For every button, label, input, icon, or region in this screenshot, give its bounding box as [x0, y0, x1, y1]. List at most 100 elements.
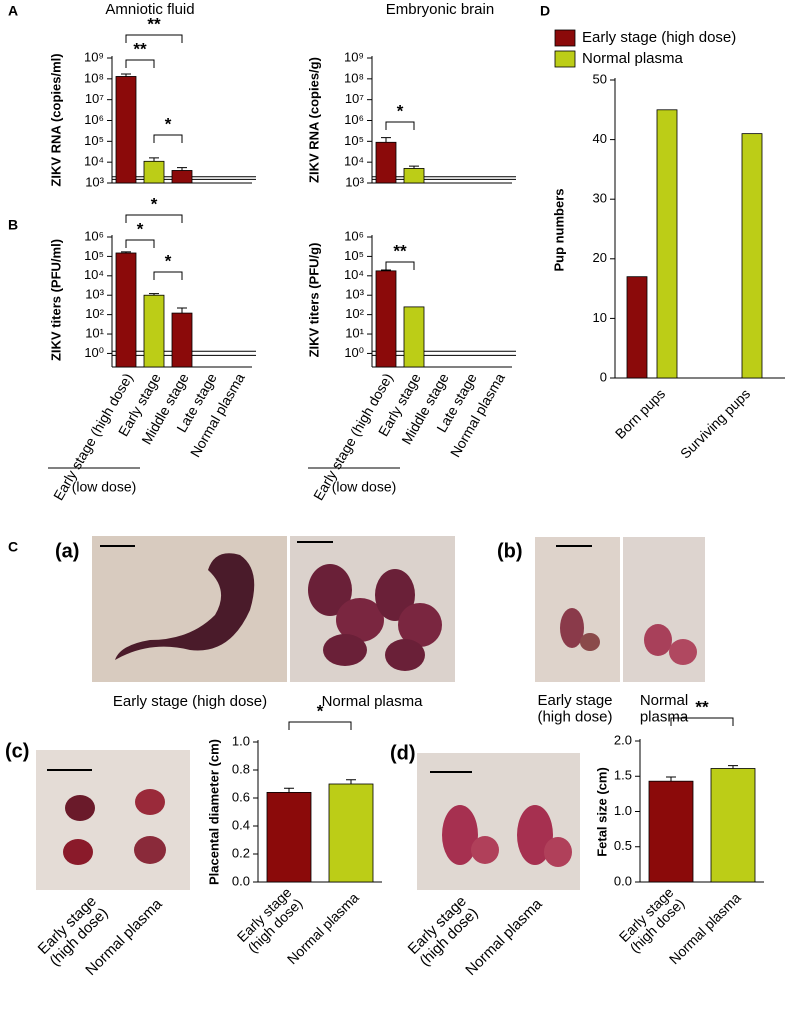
text-line: (high dose) — [537, 708, 612, 725]
x-tick-label: Surviving pups — [677, 385, 753, 461]
bar — [710, 768, 756, 883]
group-label: (low dose) — [332, 479, 397, 495]
y-tick-label: 10² — [85, 306, 104, 321]
photo-caption: Early stage (high dose) — [113, 693, 267, 710]
significance-label: * — [165, 114, 172, 133]
y-tick-label: 0.0 — [232, 873, 250, 888]
y-axis-label: Pup numbers — [551, 188, 566, 271]
error-bar — [149, 293, 159, 296]
significance-bracket — [125, 59, 155, 68]
y-tick-label: 10⁶ — [344, 228, 364, 243]
text-line: Normal — [640, 692, 688, 709]
bar — [171, 312, 193, 368]
photo-a — [92, 536, 455, 682]
significance-bracket — [385, 261, 415, 270]
y-tick-label: 1.0 — [614, 803, 632, 818]
y-tick-label: 40 — [593, 131, 607, 146]
photo-label: (c) — [5, 740, 29, 762]
y-tick-label: 10³ — [85, 174, 104, 189]
y-tick-label: 10⁹ — [84, 49, 104, 64]
significance-label: * — [317, 701, 324, 720]
y-tick-label: 10⁶ — [84, 228, 104, 243]
y-tick-label: 10² — [345, 306, 364, 321]
y-tick-label: 10⁰ — [344, 345, 364, 360]
y-tick-label: 10⁵ — [84, 133, 104, 148]
panel-label: A — [8, 3, 18, 19]
y-tick-label: 10⁴ — [344, 267, 364, 282]
error-bar — [346, 779, 356, 784]
bar — [403, 306, 425, 368]
y-tick-label: 10³ — [345, 174, 364, 189]
y-tick-label: 30 — [593, 191, 607, 206]
bar — [328, 783, 374, 883]
error-bar — [177, 307, 187, 314]
panel-label: C — [8, 539, 18, 555]
y-tick-label: 10³ — [85, 287, 104, 302]
bar — [656, 109, 678, 379]
photo-caption: Normal plasma — [462, 895, 546, 979]
error-bar — [284, 787, 294, 793]
y-tick-label: 10⁵ — [84, 248, 104, 263]
y-tick-label: 10⁰ — [84, 345, 104, 360]
photo-c — [36, 750, 190, 890]
significance-label: ** — [695, 697, 709, 716]
legend-label: Normal plasma — [582, 50, 684, 67]
photo-label: (a) — [55, 540, 79, 562]
y-tick-label: 10⁶ — [344, 112, 364, 127]
y-axis-label: Fetal size (cm) — [594, 767, 609, 857]
bar — [403, 168, 425, 184]
text-line: Early stage — [537, 692, 612, 709]
y-tick-label: 2.0 — [614, 732, 632, 747]
significance-bracket — [153, 134, 183, 143]
significance-bracket — [125, 239, 155, 248]
bar — [143, 160, 165, 184]
photo-caption: Normal plasma — [322, 693, 424, 710]
error-bar — [121, 73, 131, 77]
error-bar — [666, 776, 676, 782]
panel-label: B — [8, 217, 18, 233]
x-tick-label: Born pups — [612, 385, 668, 441]
y-axis-label: Placental diameter (cm) — [206, 739, 221, 885]
bar — [266, 792, 312, 883]
photo-caption: Normal plasma — [640, 692, 689, 726]
y-tick-label: 10¹ — [85, 325, 104, 340]
y-axis-label: ZIKV titers (PFU/ml) — [48, 239, 63, 361]
y-tick-label: 0.4 — [232, 817, 250, 832]
bar — [741, 133, 763, 379]
y-axis-label: ZIKV RNA (copies/ml) — [48, 53, 63, 186]
y-tick-label: 10⁹ — [344, 49, 364, 64]
photo-caption: Early stage(high dose) — [537, 692, 612, 726]
chart-title: Embryonic brain — [386, 1, 494, 18]
y-tick-label: 0.5 — [614, 838, 632, 853]
y-tick-label: 10⁷ — [85, 91, 104, 106]
y-tick-label: 0.8 — [232, 761, 250, 776]
photo-label: (b) — [497, 540, 523, 562]
bar — [626, 276, 648, 379]
y-tick-label: 10⁴ — [84, 267, 104, 282]
significance-label: * — [165, 251, 172, 270]
panel-label: D — [540, 3, 550, 19]
significance-bracket — [288, 721, 352, 730]
y-tick-label: 10⁵ — [344, 248, 364, 263]
y-tick-label: 10⁶ — [84, 112, 104, 127]
significance-label: ** — [393, 241, 407, 260]
error-bar — [149, 157, 159, 162]
y-tick-label: 0.0 — [614, 873, 632, 888]
significance-label: * — [137, 219, 144, 238]
bar — [171, 170, 193, 184]
significance-bracket — [125, 214, 183, 223]
significance-label: * — [397, 101, 404, 120]
group-label: (low dose) — [72, 479, 137, 495]
legend-label: Early stage (high dose) — [582, 29, 736, 46]
bar — [375, 270, 397, 368]
bar — [143, 294, 165, 368]
y-tick-label: 0.6 — [232, 789, 250, 804]
significance-bracket — [153, 271, 183, 280]
significance-bracket — [670, 717, 734, 726]
y-tick-label: 10⁸ — [84, 70, 104, 85]
y-tick-label: 20 — [593, 250, 607, 265]
significance-label: * — [151, 194, 158, 213]
y-tick-label: 10⁵ — [344, 133, 364, 148]
error-bar — [381, 137, 391, 143]
significance-label: ** — [133, 39, 147, 58]
